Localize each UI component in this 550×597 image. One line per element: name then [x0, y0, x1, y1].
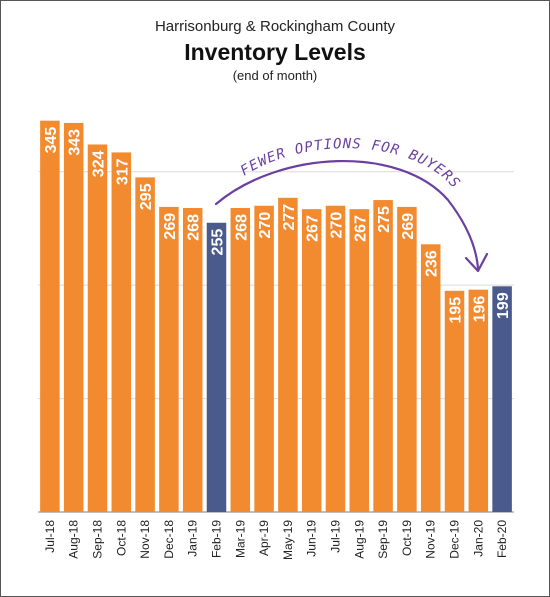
bars	[40, 120, 512, 513]
x-tick-labels: Jul-18 Aug-18 Sep-18 Oct-18 Nov-18 Dec-18 Jan-…	[43, 520, 509, 560]
bar-feb-19	[206, 222, 227, 512]
bar-dec-18	[159, 206, 179, 512]
data-label-dec-18: 269	[162, 213, 179, 240]
data-labels: 345 343 324 317 295 269 268 255 268 270 277 267 270 2…	[43, 127, 512, 324]
bar-aug-19	[349, 209, 370, 512]
x-tick-nov-18: Nov-18	[138, 520, 152, 559]
x-tick-sep-19: Sep-19	[376, 520, 390, 559]
bar-apr-19	[254, 205, 274, 512]
data-label-feb-20: 199	[495, 292, 512, 319]
x-tick-may-19: May-19	[281, 520, 295, 560]
data-label-apr-19: 270	[257, 212, 274, 239]
bar-jul-19	[325, 205, 346, 512]
data-label-jul-19: 270	[329, 212, 346, 239]
bar-dec-19	[444, 290, 465, 512]
chart-pretitle: Harrisonburg & Rockingham County	[154, 18, 396, 35]
x-tick-sep-18: Sep-18	[91, 520, 105, 559]
x-tick-dec-18: Dec-18	[162, 520, 176, 559]
chart-title: Inventory Levels	[184, 39, 366, 65]
data-label-aug-18: 343	[67, 129, 84, 156]
x-tick-oct-18: Oct-18	[114, 520, 128, 556]
annotation-arrowhead	[464, 252, 489, 273]
bar-aug-18	[63, 122, 84, 512]
bar-sep-18	[87, 144, 108, 512]
bar-nov-18	[135, 177, 155, 512]
data-label-feb-19: 255	[210, 229, 227, 256]
data-label-sep-18: 324	[91, 150, 108, 177]
data-label-nov-18: 295	[138, 183, 155, 210]
x-tick-feb-19: Feb-19	[210, 520, 224, 558]
bar-may-19	[278, 197, 298, 512]
x-tick-aug-19: Aug-19	[352, 520, 366, 559]
data-label-oct-18: 317	[114, 158, 131, 185]
data-label-may-19: 277	[281, 204, 298, 231]
x-tick-jan-19: Jan-19	[186, 520, 200, 557]
data-label-aug-19: 267	[352, 215, 369, 242]
data-label-jun-19: 267	[305, 215, 322, 242]
data-label-sep-19: 275	[376, 206, 393, 233]
data-label-jan-19: 268	[186, 214, 203, 241]
x-tick-dec-19: Dec-19	[448, 520, 462, 559]
x-tick-jul-19: Jul-19	[329, 520, 343, 553]
bar-mar-19	[230, 208, 251, 513]
x-tick-apr-19: Apr-19	[257, 520, 271, 556]
annotation-arrow	[214, 159, 480, 270]
bar-jan-20	[468, 289, 489, 512]
x-tick-feb-20: Feb-20	[495, 520, 509, 558]
data-label-dec-19: 195	[448, 297, 465, 324]
x-tick-jan-20: Jan-20	[471, 520, 485, 557]
bar-jan-19	[182, 208, 203, 513]
x-tick-mar-19: Mar-19	[233, 520, 247, 558]
bar-jul-18	[40, 120, 60, 513]
chart-subtitle: (end of month)	[232, 68, 318, 83]
data-label-nov-19: 236	[424, 250, 441, 277]
data-label-jan-20: 196	[471, 296, 488, 323]
data-label-jul-18: 345	[43, 127, 60, 154]
bar-oct-19	[397, 206, 417, 512]
x-tick-oct-19: Oct-19	[400, 520, 414, 556]
x-tick-jul-18: Jul-18	[43, 520, 57, 553]
bar-sep-19	[373, 200, 393, 513]
bar-feb-20	[492, 286, 512, 512]
x-tick-aug-18: Aug-18	[67, 520, 81, 559]
data-label-mar-19: 268	[233, 214, 250, 241]
data-label-oct-19: 269	[400, 213, 417, 240]
bar-oct-18	[111, 152, 132, 512]
x-tick-nov-19: Nov-19	[424, 520, 438, 559]
gridlines	[38, 171, 514, 513]
bar-nov-19	[420, 244, 441, 512]
x-tick-jun-19: Jun-19	[305, 520, 319, 557]
bar-jun-19	[301, 209, 322, 512]
